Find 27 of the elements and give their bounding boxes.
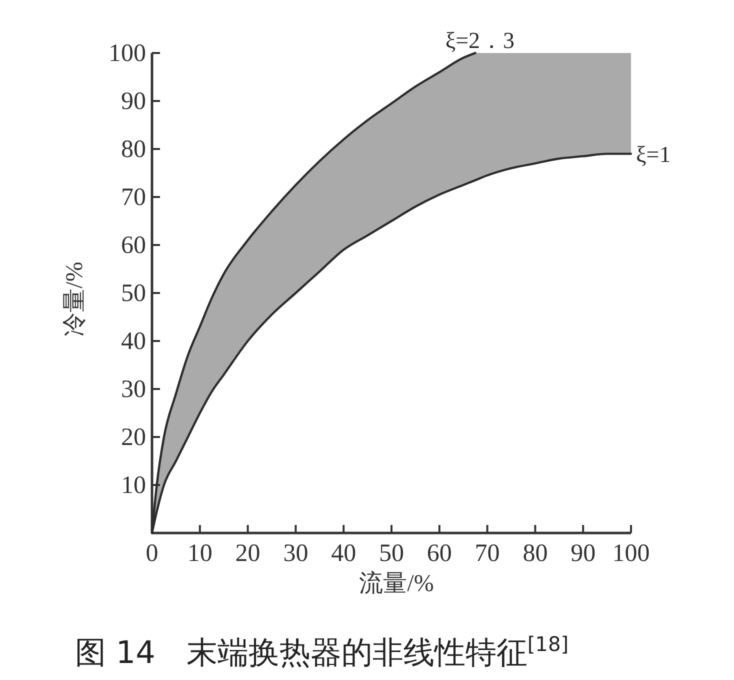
- x-tick-label: 90: [570, 540, 596, 567]
- x-tick-label: 0: [146, 540, 158, 567]
- x-tick-label: 10: [187, 540, 212, 567]
- x-tick-label: 80: [522, 540, 548, 567]
- y-tick-label: 40: [121, 328, 146, 355]
- y-tick-label: 70: [121, 184, 146, 211]
- y-tick-label: 30: [121, 376, 146, 403]
- y-tick-label: 100: [108, 40, 146, 67]
- x-tick-label: 100: [612, 540, 650, 567]
- x-tick-label: 50: [379, 540, 404, 567]
- text: 图 14 末端换热器的非线性特征$^{[18]}$: [75, 632, 569, 671]
- y-tick-label: 50: [121, 280, 146, 307]
- x-tick-label: 60: [426, 540, 452, 567]
- y-tick-label: 60: [121, 232, 146, 259]
- series-label: ξ=2．3: [445, 28, 515, 53]
- plot: ξ=2．3 ξ=1: [150, 28, 671, 534]
- y-tick-label: 90: [121, 88, 146, 115]
- y-tick-label: 20: [121, 424, 146, 451]
- x-tick-label: 40: [331, 540, 356, 567]
- x-tick-label: 70: [474, 540, 500, 567]
- x-tick-label: 20: [235, 540, 260, 567]
- x-axis-title: 流量/%: [359, 570, 434, 597]
- series-label: ξ=1: [636, 142, 671, 167]
- y-tick-label: 10: [121, 472, 146, 499]
- y-tick-label: 80: [121, 136, 146, 163]
- y-axis-title: 冷量/%: [62, 262, 88, 336]
- x-tick-label: 30: [283, 540, 308, 567]
